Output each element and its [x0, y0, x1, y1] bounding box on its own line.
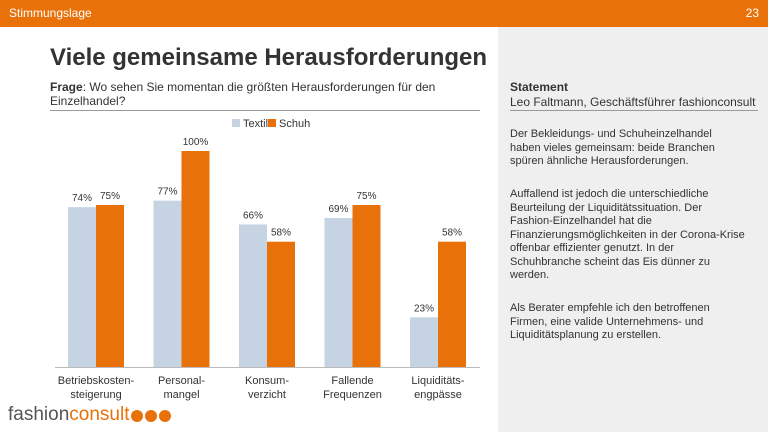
category-label: Frequenzen: [323, 389, 382, 401]
legend-label-schuh: Schuh: [279, 118, 310, 130]
logo-text-fashion: fashion: [8, 404, 70, 425]
category-label: Fallende: [331, 375, 373, 387]
data-label: 23%: [414, 303, 434, 314]
bar-textil: [239, 224, 267, 367]
category-label: Betriebskosten-: [58, 375, 135, 387]
bar-textil: [410, 317, 438, 367]
category-label: mangel: [163, 389, 199, 401]
category-label: engpässe: [414, 389, 462, 401]
logo-dots-icon: [131, 409, 173, 427]
data-label: 58%: [271, 228, 291, 239]
statement-divider: [510, 110, 758, 111]
bar-textil: [68, 207, 96, 367]
bar-schuh: [181, 151, 210, 367]
data-label: 69%: [328, 204, 348, 215]
data-label: 100%: [183, 137, 209, 148]
category-label: Liquiditäts-: [411, 375, 465, 387]
bar-chart: Textil Schuh 74% 75% Betriebskosten-steigeru…: [55, 118, 480, 401]
question-label: Frage: [50, 80, 83, 94]
category-label: Konsum-: [245, 375, 289, 387]
statement-heading: Statement: [510, 80, 569, 94]
bar-schuh: [267, 241, 295, 367]
legend-swatch-textil: [232, 119, 240, 127]
data-label: 75%: [356, 191, 376, 202]
section-title: Stimmungslage: [9, 6, 92, 20]
statement-paragraph: Als Berater empfehle ich den betroffenen…: [510, 302, 710, 341]
bar-textil: [324, 217, 353, 367]
statement-panel: [498, 27, 768, 432]
legend-label-textil: Textil: [243, 118, 268, 130]
question: Frage: Wo sehen Sie momentan die größten…: [50, 80, 470, 108]
legend-swatch-schuh: [268, 119, 276, 127]
category-label: verzicht: [248, 389, 286, 401]
data-label: 74%: [72, 193, 92, 204]
category-label: Personal-: [158, 375, 205, 387]
data-label: 66%: [243, 210, 263, 221]
data-label: 75%: [100, 191, 120, 202]
data-label: 58%: [442, 228, 462, 239]
header-bar: Stimmungslage 23: [0, 0, 768, 27]
bar-schuh: [352, 205, 381, 367]
bar-schuh: [96, 205, 124, 367]
bar-schuh: [438, 241, 466, 367]
page-number: 23: [745, 6, 759, 20]
statement-author: Leo Faltmann, Geschäftsführer fashioncon…: [510, 95, 756, 109]
divider: [50, 110, 480, 111]
logo: fashionconsult: [8, 404, 129, 426]
category-label: steigerung: [70, 389, 121, 401]
logo-text-consult: consult: [69, 404, 130, 425]
data-label: 77%: [157, 187, 177, 198]
question-text: : Wo sehen Sie momentan die größten Hera…: [50, 80, 436, 108]
bar-textil: [153, 200, 182, 367]
statement-paragraph: Auffallend ist jedoch die unterschiedlic…: [510, 188, 745, 281]
page-title: Viele gemeinsame Herausforderungen: [50, 44, 488, 71]
statement-paragraph: Der Bekleidungs- und Schuheinzelhandel h…: [510, 128, 715, 167]
